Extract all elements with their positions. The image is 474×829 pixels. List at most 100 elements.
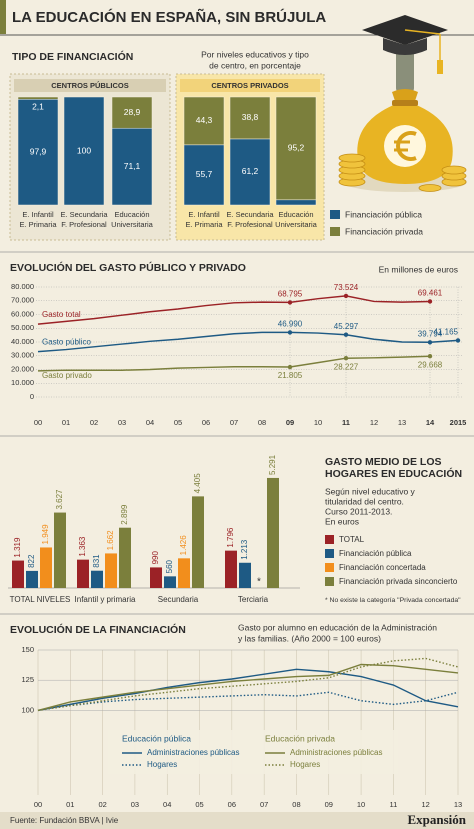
x-tick-label: 01 (66, 800, 74, 809)
legend-label: Hogares (147, 760, 177, 769)
euro-icon (396, 131, 417, 161)
value-label: 97,9 (30, 146, 47, 156)
x-tick-label: 00 (34, 800, 42, 809)
coins (338, 153, 467, 192)
chart-subtitle: Según nivel educativo y (325, 486, 416, 496)
legend-swatch (330, 210, 340, 219)
legend-swatch (325, 535, 334, 544)
value-label: 41.165 (434, 328, 459, 337)
euro-badge (384, 125, 426, 167)
value-label: 5.291 (268, 454, 277, 475)
x-tick-label: 07 (260, 800, 268, 809)
line (37, 331, 459, 353)
bag-tie (392, 100, 418, 106)
illustration (338, 15, 467, 192)
coin (441, 165, 467, 175)
legend-label: Financiación pública (339, 549, 412, 558)
value-label: 39.794 (418, 329, 443, 338)
x-tick-label: 06 (228, 800, 236, 809)
legend-label: Hogares (290, 760, 320, 769)
bar-segment (183, 144, 225, 206)
bar (77, 559, 89, 588)
value-label: 1.426 (179, 535, 188, 556)
category-label: E. Primaria (185, 220, 223, 229)
category-label: E. Primaria (19, 220, 57, 229)
x-tick-label: 04 (163, 800, 171, 809)
chart-subtitle: y las familias. (Año 2000 = 100 euros) (238, 633, 381, 643)
value-label: 21.805 (278, 371, 303, 380)
bar (54, 512, 66, 588)
value-label: 71,1 (124, 161, 141, 171)
value-label: 831 (92, 554, 101, 568)
cap-base (383, 38, 427, 55)
legend-label: Administraciones públicas (147, 748, 240, 757)
category-label: Educación (114, 210, 149, 219)
value-label: 1.796 (226, 527, 235, 548)
bar-segment (63, 96, 105, 206)
x-tick-label: 08 (292, 800, 300, 809)
legend-group: Educación privada (265, 733, 335, 743)
line (37, 355, 431, 372)
point (343, 332, 349, 337)
panel-header (14, 79, 166, 92)
category-label: Terciaria (238, 595, 269, 604)
legend-label: Financiación privada sinconcierto (339, 577, 458, 586)
bar-segment (183, 96, 225, 146)
x-tick-label: 12 (370, 418, 378, 427)
value-label: 29.668 (418, 360, 443, 369)
value-label: 46.990 (278, 319, 303, 328)
title-accent (0, 0, 6, 34)
x-tick-label: 07 (230, 418, 238, 427)
legend-label: Administraciones públicas (290, 748, 383, 757)
value-label: 4.405 (193, 473, 202, 494)
page-title: LA EDUCACIÓN EN ESPAÑA, SIN BRÚJULA (12, 8, 326, 26)
legend-group: Educación pública (122, 733, 191, 743)
series-label: Gasto público (42, 338, 91, 347)
bar (26, 570, 38, 588)
value-label: 28.227 (334, 362, 359, 371)
value-label: 1.213 (240, 539, 249, 560)
bar (119, 527, 131, 588)
value-label: 560 (165, 559, 174, 573)
x-tick-label: 06 (202, 418, 210, 427)
bar (178, 558, 190, 588)
x-tick-label: 11 (389, 800, 397, 809)
bar-segment (111, 127, 153, 206)
x-tick-label: 14 (426, 418, 435, 427)
category-label: E. Infantil (188, 210, 220, 219)
y-tick-label: 100 (21, 705, 34, 714)
coin (338, 153, 366, 163)
bar-segment (17, 96, 59, 100)
value-label: 2.899 (120, 504, 129, 525)
chart-title: EVOLUCIÓN DEL GASTO PÚBLICO Y PRIVADO (10, 261, 246, 274)
y-tick-label: 30.000 (11, 351, 34, 360)
value-label: 45.297 (334, 322, 359, 331)
category-label: Infantil y primaria (75, 595, 136, 604)
point (343, 293, 349, 299)
series-label: Gasto privado (42, 371, 92, 380)
bar (91, 570, 103, 588)
chart-subtitle: En euros (325, 516, 359, 526)
chart-subtitle: En millones de euros (379, 264, 458, 274)
value-label: 55,7 (196, 169, 213, 179)
category-label: E. Secundaria (226, 210, 274, 219)
point (427, 354, 433, 359)
legend-swatch (330, 227, 340, 236)
value-label: 95,2 (288, 143, 305, 153)
legend-label: Financiación concertada (339, 563, 426, 572)
bar (12, 560, 24, 588)
x-tick-label: 02 (98, 800, 106, 809)
value-label: 3.627 (55, 489, 64, 510)
legend-box (108, 730, 398, 774)
chart-subtitle: titularidad del centro. (325, 496, 404, 506)
bar (239, 562, 251, 588)
x-tick-label: 03 (131, 800, 139, 809)
bar-segment (275, 96, 317, 201)
category-label: Universitaria (275, 220, 318, 229)
bar (267, 477, 279, 588)
y-tick-label: 10.000 (11, 378, 34, 387)
chart-title: GASTO MEDIO DE LOS (325, 456, 441, 468)
x-tick-label: 05 (195, 800, 203, 809)
bar (105, 553, 117, 588)
